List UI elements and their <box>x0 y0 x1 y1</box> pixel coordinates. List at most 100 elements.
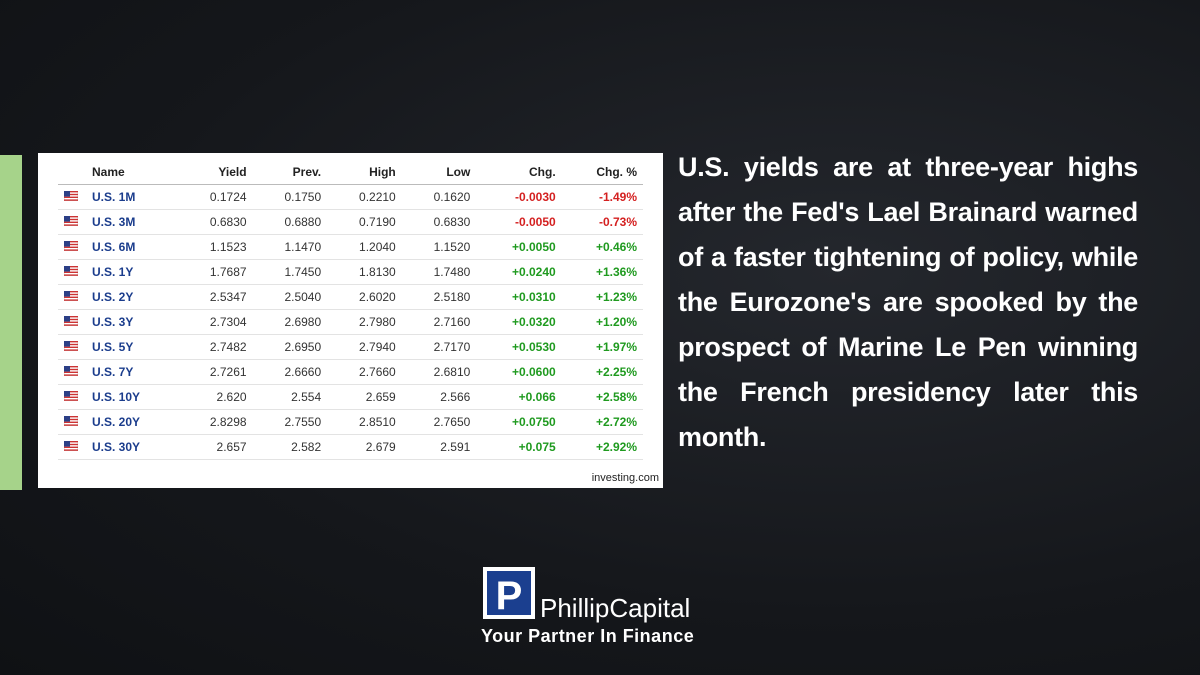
table-cell: 0.1750 <box>252 184 328 210</box>
accent-bar <box>0 155 22 490</box>
table-cell: +2.92% <box>561 434 643 460</box>
table-cell: 2.8510 <box>327 409 402 435</box>
bond-name: U.S. 10Y <box>86 384 178 410</box>
table-cell: 2.7550 <box>252 409 328 435</box>
flag-cell <box>58 359 86 385</box>
logo-mark: P <box>483 567 535 619</box>
table-cell: +0.0050 <box>476 234 562 260</box>
flag-cell <box>58 184 86 210</box>
table-cell: +2.72% <box>561 409 643 435</box>
table-cell: 2.7980 <box>327 309 402 335</box>
bond-name: U.S. 5Y <box>86 334 178 360</box>
table-row: U.S. 30Y 2.657 2.582 2.679 2.591 +0.075 +2.92% <box>58 434 643 460</box>
table-cell: 2.8298 <box>177 409 253 435</box>
table-cell: 2.7650 <box>401 409 477 435</box>
logo-square <box>487 571 531 615</box>
us-flag <box>63 215 79 227</box>
table-cell: 0.6830 <box>177 209 253 235</box>
us-flag <box>63 440 79 452</box>
bond-name: U.S. 1M <box>86 184 178 210</box>
table-cell: 2.5040 <box>252 284 328 310</box>
table-cell: +0.0600 <box>476 359 562 385</box>
table-cell: +1.23% <box>561 284 643 310</box>
table-row: U.S. 10Y 2.620 2.554 2.659 2.566 +0.066 +2.58% <box>58 384 643 410</box>
table-cell: -0.0050 <box>476 209 562 235</box>
table-cell: 2.7170 <box>401 334 477 360</box>
column-header: Low <box>401 159 477 185</box>
table-cell: 1.1470 <box>252 234 328 260</box>
table-cell: 2.7660 <box>327 359 402 385</box>
table-cell: 1.1523 <box>177 234 253 260</box>
table-row: U.S. 1M 0.1724 0.1750 0.2210 0.1620 -0.0030 -1… <box>58 184 643 210</box>
table-cell: +1.20% <box>561 309 643 335</box>
table-body: U.S. 1M 0.1724 0.1750 0.2210 0.1620 -0.0030 -1… <box>58 184 643 460</box>
table-cell: 0.1620 <box>401 184 477 210</box>
table-cell: 2.566 <box>401 384 477 410</box>
flag-cell <box>58 334 86 360</box>
us-flag <box>63 190 79 202</box>
bond-name: U.S. 20Y <box>86 409 178 435</box>
logo-icon: P <box>487 571 531 618</box>
table-cell: 2.7160 <box>401 309 477 335</box>
column-header: High <box>327 159 402 185</box>
header-row: Name Yield Prev. High Low Chg. Chg. % <box>58 159 643 185</box>
bond-name: U.S. 7Y <box>86 359 178 385</box>
table-cell: 2.7940 <box>327 334 402 360</box>
table-cell: 2.7482 <box>177 334 253 360</box>
table-cell: +1.97% <box>561 334 643 360</box>
table-cell: 2.582 <box>252 434 328 460</box>
table-cell: +0.0530 <box>476 334 562 360</box>
table-cell: 2.620 <box>177 384 253 410</box>
logo-name: PhillipCapital <box>540 593 691 623</box>
flag-cell <box>58 384 86 410</box>
table-cell: 0.2210 <box>327 184 402 210</box>
table-cell: -0.0030 <box>476 184 562 210</box>
table-cell: 0.7190 <box>327 209 402 235</box>
yields-table: Name Yield Prev. High Low Chg. Chg. % U.S. 1M 0… <box>58 159 643 460</box>
table-row: U.S. 5Y 2.7482 2.6950 2.7940 2.7170 +0.0530 +1… <box>58 334 643 360</box>
table-cell: 2.7261 <box>177 359 253 385</box>
table-cell: 0.6880 <box>252 209 328 235</box>
table-cell: 0.1724 <box>177 184 253 210</box>
table-cell: 1.7687 <box>177 259 253 285</box>
table-row: U.S. 1Y 1.7687 1.7450 1.8130 1.7480 +0.0240 +1… <box>58 259 643 285</box>
table-cell: 0.6830 <box>401 209 477 235</box>
body-text: U.S. yields are at three-year highs afte… <box>678 152 1138 452</box>
column-header: Name <box>86 159 178 185</box>
table-cell: -0.73% <box>561 209 643 235</box>
table-cell: +2.58% <box>561 384 643 410</box>
logo-tagline: Your Partner In Finance <box>481 626 695 646</box>
flag-header <box>58 159 86 185</box>
table-cell: 2.6810 <box>401 359 477 385</box>
bond-name: U.S. 2Y <box>86 284 178 310</box>
table-cell: 1.1520 <box>401 234 477 260</box>
table-cell: 2.554 <box>252 384 328 410</box>
table-cell: +0.0320 <box>476 309 562 335</box>
flag-cell <box>58 409 86 435</box>
us-flag <box>63 315 79 327</box>
table-cell: 1.2040 <box>327 234 402 260</box>
us-flag <box>63 265 79 277</box>
flag-cell <box>58 234 86 260</box>
table-cell: +1.36% <box>561 259 643 285</box>
flag-cell <box>58 309 86 335</box>
table-cell: +0.46% <box>561 234 643 260</box>
table-cell: +0.0750 <box>476 409 562 435</box>
table-row: U.S. 7Y 2.7261 2.6660 2.7660 2.6810 +0.0600 +2… <box>58 359 643 385</box>
bond-name: U.S. 1Y <box>86 259 178 285</box>
bond-name: U.S. 6M <box>86 234 178 260</box>
us-flag <box>63 365 79 377</box>
flag-cell <box>58 284 86 310</box>
table-cell: 2.657 <box>177 434 253 460</box>
column-header: Yield <box>177 159 253 185</box>
table-cell: 2.5347 <box>177 284 253 310</box>
table-row: U.S. 6M 1.1523 1.1470 1.2040 1.1520 +0.0050 +0… <box>58 234 643 260</box>
table-cell: 2.7304 <box>177 309 253 335</box>
table-cell: 2.679 <box>327 434 402 460</box>
bond-name: U.S. 3M <box>86 209 178 235</box>
table-cell: 1.7450 <box>252 259 328 285</box>
column-header: Prev. <box>252 159 328 185</box>
table-cell: 1.7480 <box>401 259 477 285</box>
logo-letter: P <box>496 574 523 618</box>
column-header: Chg. <box>476 159 562 185</box>
